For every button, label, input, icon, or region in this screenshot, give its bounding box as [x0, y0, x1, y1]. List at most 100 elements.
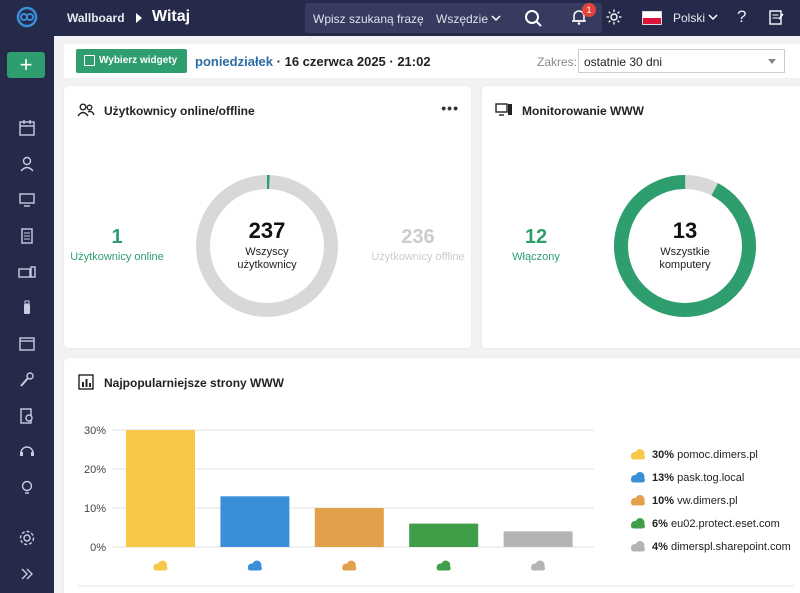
- monitor-icon: [495, 103, 512, 116]
- online-users-stat: 1 Użytkownicy online: [65, 226, 169, 263]
- total-users-label-1: Wszyscy: [245, 246, 289, 258]
- www-monitoring-card: Monitorowanie WWW 12 Włączony 13 Wszystk…: [482, 86, 800, 348]
- legend-label: eu02.protect.eset.com: [667, 518, 780, 530]
- breadcrumb-arrow-icon: [136, 13, 142, 23]
- enabled-label: Włączony: [512, 251, 560, 263]
- monitor-icon[interactable]: [17, 190, 37, 210]
- cloud-icon: [247, 560, 262, 571]
- legend-value: 10%: [652, 495, 675, 507]
- online-count: 1: [111, 226, 123, 248]
- y-tick-label: 30%: [84, 425, 106, 437]
- expand-sidebar-icon[interactable]: [17, 564, 37, 584]
- dashboard-toolbar: Wybierz widgety poniedziałek · 16 czerwc…: [64, 44, 800, 78]
- page-title: Witaj: [152, 8, 191, 25]
- bar-eu02.protect.eset.com: [409, 523, 479, 547]
- top-bar: Wallboard Witaj Wpisz szukaną frazę Wszę…: [54, 0, 800, 36]
- legend-value: 30%: [652, 449, 675, 461]
- total-users-count: 237: [248, 218, 286, 243]
- notification-badge: 1: [582, 3, 596, 17]
- enabled-stat: 12 Włączony: [500, 226, 572, 263]
- cloud-icon: [631, 472, 645, 483]
- bar-vw.dimers.pl: [314, 508, 384, 547]
- y-tick-label: 0%: [90, 542, 106, 554]
- date-day: poniedziałek: [195, 54, 274, 69]
- cloud-icon: [436, 560, 451, 571]
- users-online-card: Użytkownicy online/offline ••• 1 Użytkow…: [64, 86, 471, 348]
- bar-dimerspl.sharepoint.com: [503, 531, 573, 547]
- chevron-down-icon[interactable]: [708, 12, 718, 22]
- bar-pask.tog.local: [220, 496, 290, 547]
- widgets-icon: [84, 55, 95, 66]
- bar-pomoc.dimers.pl: [126, 430, 195, 547]
- total-computers-label-2: komputery: [659, 259, 711, 271]
- settings-icon[interactable]: [17, 528, 37, 548]
- offline-label: Użytkownicy offline: [371, 251, 465, 263]
- legend-label: vw.dimers.pl: [674, 495, 738, 507]
- legend-item: 10% vw.dimers.pl: [630, 494, 791, 517]
- donut-online-arc: [196, 175, 338, 317]
- search-scope-select[interactable]: Wszędzie: [436, 12, 489, 26]
- wrench-icon[interactable]: [17, 370, 37, 390]
- search-bar: Wpisz szukaną frazę Wszędzie: [305, 3, 602, 33]
- legend-label: pomoc.dimers.pl: [674, 449, 758, 461]
- support-icon[interactable]: [17, 442, 37, 462]
- cloud-icon: [631, 541, 645, 552]
- y-tick-label: 10%: [84, 503, 106, 515]
- chevron-down-icon[interactable]: [491, 13, 501, 23]
- chart-legend: 30% pomoc.dimers.pl 13% pask.tog.local 10%…: [630, 448, 791, 563]
- legend-value: 4%: [652, 541, 668, 553]
- logo-icon: [16, 6, 38, 28]
- document-icon[interactable]: [17, 226, 37, 246]
- date-rest: · 16 czerwca 2025 · 21:02: [273, 54, 431, 69]
- legend-item: 13% pask.tog.local: [630, 471, 791, 494]
- select-widgets-button[interactable]: Wybierz widgety: [76, 49, 187, 73]
- online-label: Użytkownicy online: [70, 251, 164, 263]
- legend-item: 30% pomoc.dimers.pl: [630, 448, 791, 471]
- caret-down-icon: [768, 59, 776, 64]
- card-title: Najpopularniejsze strony WWW: [104, 376, 285, 390]
- offline-users-stat: 236 Użytkownicy offline: [364, 226, 472, 263]
- breadcrumb-root[interactable]: Wallboard: [67, 11, 125, 25]
- add-button[interactable]: +: [7, 52, 45, 78]
- bell-icon[interactable]: [570, 8, 588, 26]
- cloud-icon: [631, 518, 645, 529]
- range-label: Zakres:: [537, 55, 578, 69]
- user-icon[interactable]: [17, 154, 37, 174]
- cloud-icon: [153, 560, 168, 571]
- legend-item: 4% dimerspl.sharepoint.com: [630, 540, 791, 563]
- legend-label: dimerspl.sharepoint.com: [667, 541, 791, 553]
- total-computers-count: 13: [672, 218, 698, 243]
- select-widgets-label: Wybierz widgety: [99, 55, 178, 66]
- search-icon[interactable]: [519, 3, 547, 33]
- legend-value: 13%: [652, 472, 675, 484]
- top-sites-bar-chart: 0% 10% 20% 30%: [78, 425, 794, 587]
- poland-flag-icon[interactable]: [642, 11, 662, 25]
- tasks-icon[interactable]: [767, 8, 785, 26]
- legend-label: pask.tog.local: [674, 472, 745, 484]
- search-input[interactable]: Wpisz szukaną frazę: [313, 12, 424, 26]
- window-icon[interactable]: [17, 334, 37, 354]
- usb-icon[interactable]: [17, 298, 37, 318]
- help-icon[interactable]: ?: [737, 7, 747, 26]
- legend-item: 6% eu02.protect.eset.com: [630, 517, 791, 540]
- theme-toggle-icon[interactable]: [606, 9, 622, 25]
- card-title: Monitorowanie WWW: [522, 104, 644, 118]
- language-select[interactable]: Polski: [673, 11, 706, 25]
- lightbulb-icon[interactable]: [17, 478, 37, 498]
- y-tick-label: 20%: [84, 464, 106, 476]
- report-search-icon[interactable]: [17, 406, 37, 426]
- range-select[interactable]: ostatnie 30 dni: [578, 49, 785, 73]
- legend-value: 6%: [652, 518, 668, 530]
- calendar-icon[interactable]: [17, 118, 37, 138]
- sidebar: +: [0, 0, 54, 593]
- more-options-icon[interactable]: •••: [441, 100, 459, 116]
- cloud-icon: [531, 560, 546, 571]
- users-donut: 237 Wszyscy użytkownicy: [191, 170, 343, 322]
- devices-icon[interactable]: [17, 262, 37, 282]
- enabled-count: 12: [524, 226, 548, 248]
- top-sites-card: Najpopularniejsze strony WWW 0% 10% 20% 30%…: [64, 358, 800, 593]
- total-users-label-2: użytkownicy: [237, 259, 297, 271]
- cloud-icon: [631, 449, 645, 460]
- www-donut: 13 Wszystkie komputery: [609, 170, 761, 322]
- users-icon: [77, 103, 95, 117]
